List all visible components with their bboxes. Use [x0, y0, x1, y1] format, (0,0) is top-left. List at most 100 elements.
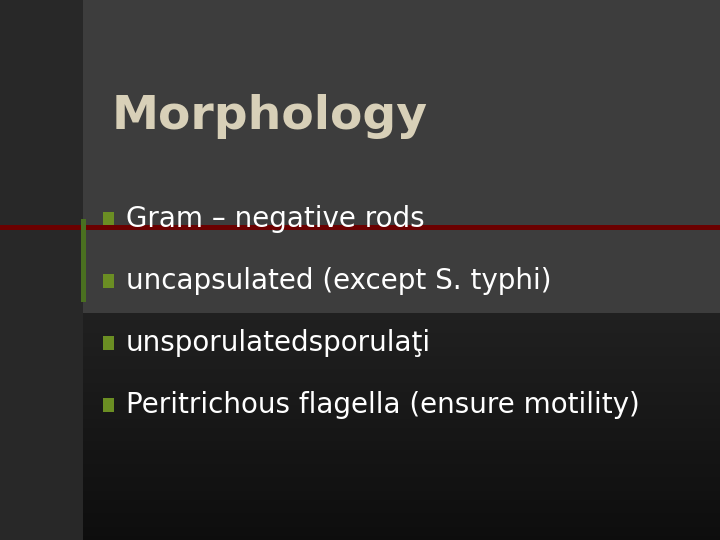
Bar [0, 328, 720, 333]
Bar [81, 219, 86, 302]
Bar [0, 486, 720, 490]
Bar [0, 526, 720, 531]
Bar [0, 135, 720, 139]
Bar [0, 509, 720, 513]
Bar [0, 31, 720, 36]
Bar [0, 212, 720, 216]
Bar [0, 320, 720, 324]
Bar [0, 0, 720, 313]
Bar [0, 99, 720, 104]
Bar [0, 463, 720, 468]
Bar [0, 166, 720, 171]
Bar [0, 293, 720, 297]
Bar [0, 401, 720, 405]
Bar [0, 500, 720, 504]
Bar [0, 9, 720, 14]
Bar [0, 4, 720, 9]
Bar [0, 301, 720, 306]
Text: unsporulatedsporulaţi: unsporulatedsporulaţi [126, 329, 431, 357]
Bar [0, 81, 720, 85]
Bar [0, 108, 720, 112]
Bar [0, 180, 720, 185]
Bar [0, 531, 720, 536]
Bar [0, 450, 720, 455]
Bar [0, 162, 720, 166]
Bar [0, 436, 720, 441]
Bar [0, 382, 720, 387]
Bar [0, 144, 720, 148]
Bar [0, 14, 720, 18]
Bar [0, 225, 720, 229]
Bar [0, 220, 720, 225]
Bar [0, 378, 720, 382]
Bar [0, 94, 720, 99]
Bar [0, 364, 720, 369]
Bar [0, 243, 720, 247]
Bar [0, 153, 720, 158]
Bar [0, 288, 720, 293]
Bar [0, 347, 720, 351]
Bar [0, 490, 720, 495]
Bar [0, 468, 720, 472]
Bar [0, 297, 720, 301]
Bar [0, 148, 720, 153]
Bar [0, 315, 720, 320]
Bar [0, 45, 720, 50]
Bar [0, 63, 720, 68]
Bar [0, 392, 720, 396]
Bar [0, 446, 720, 450]
Bar [0, 396, 720, 401]
Bar [0, 36, 720, 40]
Bar [0, 207, 720, 212]
Bar [0, 239, 720, 243]
Bar [0, 77, 720, 81]
Bar [0, 274, 720, 279]
Bar [0, 504, 720, 509]
Bar [0, 0, 720, 4]
Bar [103, 336, 114, 350]
Bar [0, 472, 720, 477]
Bar [0, 131, 720, 135]
Bar [0, 193, 720, 198]
Bar [0, 270, 720, 274]
Bar [0, 117, 720, 122]
Bar [0, 459, 720, 463]
Bar [0, 284, 720, 288]
Bar [0, 369, 720, 374]
Bar [103, 212, 114, 226]
Bar [0, 85, 720, 90]
Bar [0, 202, 720, 207]
Bar [0, 342, 720, 347]
Bar [0, 230, 720, 234]
Bar [0, 455, 720, 459]
Bar [0, 333, 720, 338]
Bar [0, 414, 720, 418]
Bar [0, 355, 720, 360]
Bar [0, 266, 720, 270]
Bar [0, 112, 720, 117]
Bar [0, 225, 720, 229]
Bar [0, 513, 720, 517]
Bar [0, 409, 720, 414]
Bar [0, 310, 720, 315]
Bar [0, 418, 720, 423]
Bar [0, 405, 720, 409]
Bar [0, 261, 720, 266]
Bar [103, 399, 114, 412]
Bar [0, 517, 720, 522]
Bar [0, 104, 720, 108]
Bar [0, 252, 720, 256]
Bar [0, 234, 720, 239]
Bar [0, 522, 720, 526]
Bar [0, 279, 720, 284]
Bar [0, 27, 720, 31]
Text: Morphology: Morphology [112, 93, 428, 139]
Bar [0, 432, 720, 436]
Bar [0, 536, 720, 540]
Bar [0, 90, 720, 94]
Bar [0, 338, 720, 342]
Bar [0, 216, 720, 220]
Bar [0, 189, 720, 193]
Bar [0, 198, 720, 202]
Text: Peritrichous flagella (ensure motility): Peritrichous flagella (ensure motility) [126, 391, 640, 419]
